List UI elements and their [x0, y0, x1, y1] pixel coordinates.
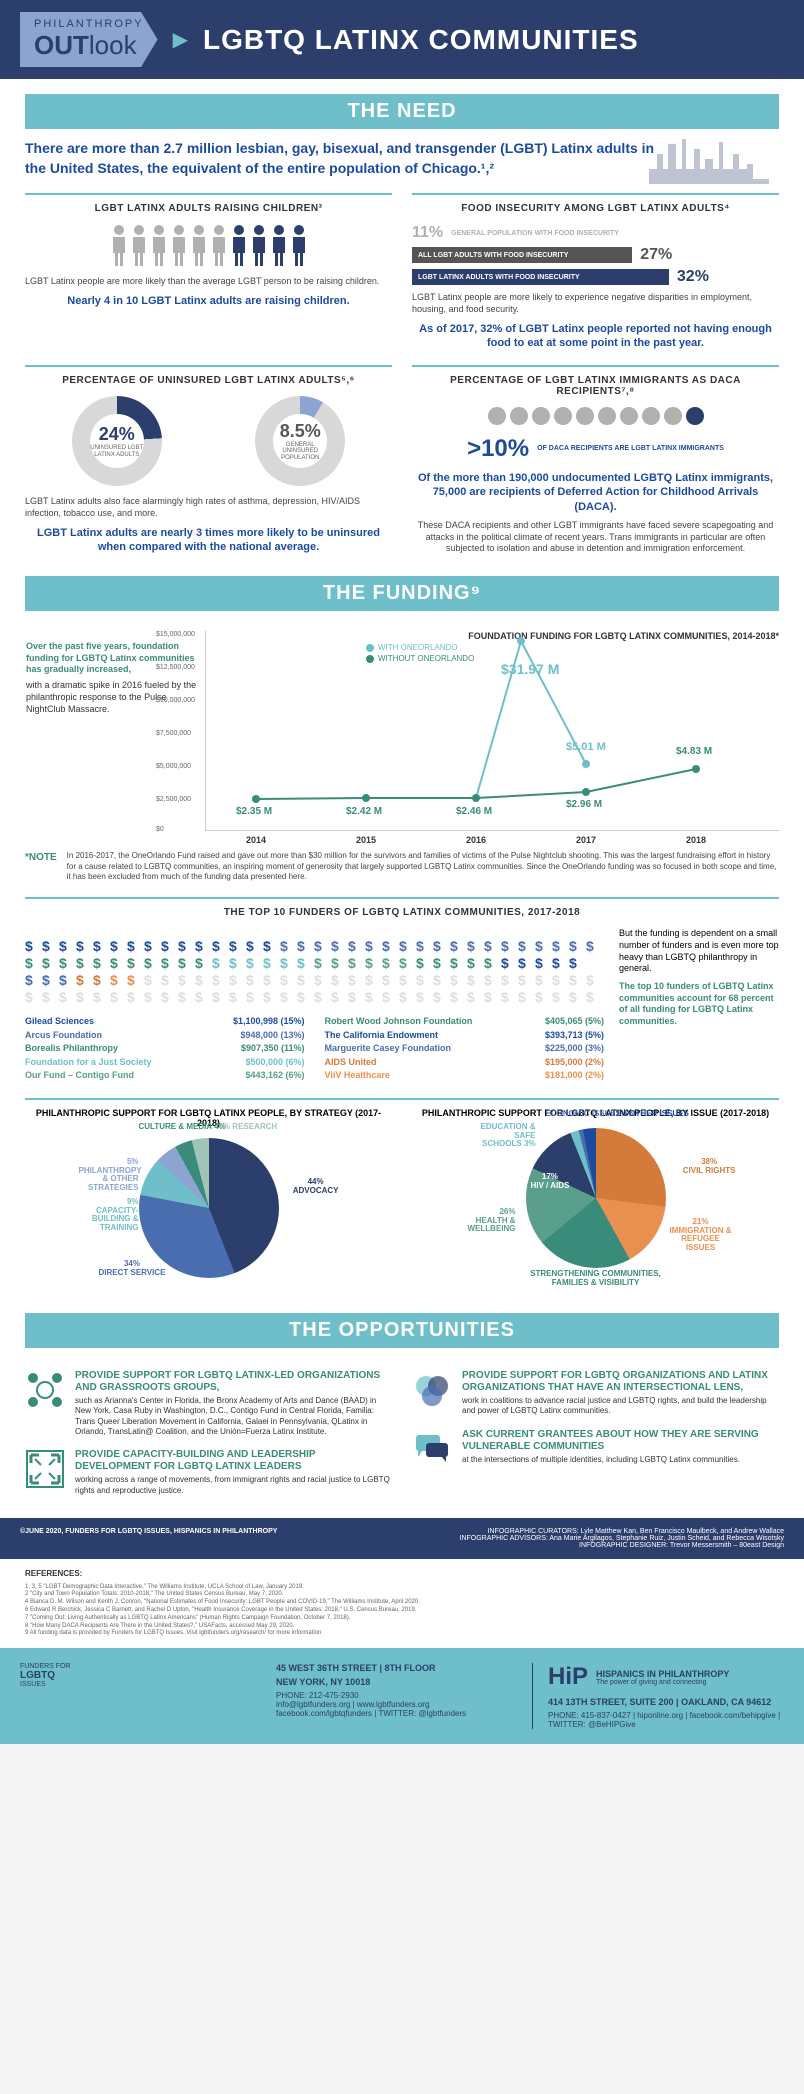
ytick: $15,000,000: [156, 631, 195, 638]
col2-header: FOOD INSECURITY AMONG LGBT LATINX ADULTS…: [412, 203, 779, 214]
xtick: 2016: [466, 835, 486, 845]
ytick: $0: [156, 826, 164, 833]
people-icons: [25, 224, 392, 266]
venn-icon: [412, 1370, 452, 1410]
section-opportunities: THE OPPORTUNITIES: [25, 1313, 779, 1348]
col1-header: LGBT LATINX ADULTS RAISING CHILDREN³: [25, 203, 392, 214]
funding-chart: Over the past five years, foundation fun…: [205, 631, 779, 831]
pie-strategy: PHILANTHROPIC SUPPORT FOR LGBTQ LATINX P…: [25, 1108, 392, 1278]
pt-label: $2.35 M: [236, 806, 272, 817]
skyline-icon: [649, 134, 779, 184]
need-lead: There are more than 2.7 million lesbian,…: [25, 139, 779, 178]
logo: PHILANTHROPY OUTlook: [20, 12, 158, 67]
credits-bar: ©JUNE 2020, FUNDERS FOR LGBTQ ISSUES, HI…: [0, 1518, 804, 1559]
opp-1: PROVIDE SUPPORT FOR LGBTQ LATINX-LED ORG…: [25, 1370, 392, 1438]
footer: FUNDERS FORLGBTQISSUES 45 WEST 36TH STRE…: [0, 1648, 804, 1744]
xtick: 2018: [686, 835, 706, 845]
chart-lines: [206, 631, 779, 830]
xtick: 2017: [576, 835, 596, 845]
pt-label: $2.42 M: [346, 806, 382, 817]
col4-text: These DACA recipients and other LGBT imm…: [412, 520, 779, 555]
donut2: 8.5%GENERAL UNINSURED POPULATION: [255, 396, 345, 486]
pt-label: $2.46 M: [456, 806, 492, 817]
ytick: $12,500,000: [156, 664, 195, 671]
col4-header: PERCENTAGE OF LGBT LATINX IMMIGRANTS AS …: [412, 375, 779, 397]
dollar-icons: $$$$$$$$$$$$$$$$$$$$$$$$$$$$$$$$$$$$$$$$…: [25, 938, 604, 1005]
ytick: $5,000,000: [156, 763, 191, 770]
funders-left: Gilead Sciences$1,100,998 (15%)Arcus Fou…: [25, 1015, 305, 1083]
col-raising-children: LGBT LATINX ADULTS RAISING CHILDREN³ LGB…: [25, 193, 392, 350]
spike2-label: $5.01 M: [566, 741, 606, 753]
donut1: 24%UNINSURED LGBT LATINX ADULTS: [72, 396, 162, 486]
col-uninsured: PERCENTAGE OF UNINSURED LGBT LATINX ADUL…: [25, 365, 392, 561]
arrow-icon: ▶: [173, 27, 188, 52]
col3-header: PERCENTAGE OF UNINSURED LGBT LATINX ADUL…: [25, 375, 392, 386]
main-title: LGBTQ LATINX COMMUNITIES: [203, 24, 639, 56]
logo-top: PHILANTHROPY: [34, 18, 144, 30]
daca-dots: [412, 407, 779, 425]
pt-label: $2.96 M: [566, 799, 602, 810]
pt-label: $4.83 M: [676, 746, 712, 757]
top10-header: THE TOP 10 FUNDERS OF LGBTQ LATINX COMMU…: [25, 907, 779, 918]
col1-text: LGBT Latinx people are more likely than …: [25, 276, 392, 288]
chat-icon: [412, 1429, 452, 1469]
col3-callout: LGBT Latinx adults are nearly 3 times mo…: [25, 526, 392, 555]
group-icon: [25, 1370, 65, 1410]
fork1: 11% GENERAL POPULATION WITH FOOD INSECUR…: [412, 224, 779, 242]
xtick: 2015: [356, 835, 376, 845]
fork3: LGBT LATINX ADULTS WITH FOOD INSECURITY …: [412, 268, 779, 286]
section-funding: THE FUNDING⁹: [25, 576, 779, 611]
ytick: $2,500,000: [156, 796, 191, 803]
header: PHILANTHROPY OUTlook ▶ LGBTQ LATINX COMM…: [0, 0, 804, 79]
pie-issue: PHILANTHROPIC SUPPORT FOR LGBTQ LATINX P…: [412, 1108, 779, 1278]
col-food-insecurity: FOOD INSECURITY AMONG LGBT LATINX ADULTS…: [412, 193, 779, 350]
funders-right: Robert Wood Johnson Foundation$405,065 (…: [325, 1015, 605, 1083]
section-need: THE NEED: [25, 94, 779, 129]
col4-callout: Of the more than 190,000 undocumented LG…: [412, 471, 779, 514]
references: REFERENCES: 1, 3, 5 "LGBT Demographic Da…: [0, 1559, 804, 1648]
opp-4: ASK CURRENT GRANTEES ABOUT HOW THEY ARE …: [412, 1429, 779, 1469]
col1-callout: Nearly 4 in 10 LGBT Latinx adults are ra…: [25, 294, 392, 308]
expand-icon: [25, 1449, 65, 1489]
opp-3: PROVIDE SUPPORT FOR LGBTQ ORGANIZATIONS …: [412, 1370, 779, 1417]
ytick: $10,000,000: [156, 697, 195, 704]
col2-text: LGBT Latinx people are more likely to ex…: [412, 292, 779, 315]
xtick: 2014: [246, 835, 266, 845]
daca-stat: >10% OF DACA RECIPIENTS ARE LGBT LATINX …: [412, 435, 779, 463]
col-daca: PERCENTAGE OF LGBT LATINX IMMIGRANTS AS …: [412, 365, 779, 561]
logo-bottom: OUTlook: [34, 30, 144, 61]
funding-note: *NOTE In 2016-2017, the OneOrlando Fund …: [25, 851, 779, 882]
fork2: ALL LGBT ADULTS WITH FOOD INSECURITY 27%: [412, 246, 779, 264]
opp-2: PROVIDE CAPACITY-BUILDING AND LEADERSHIP…: [25, 1449, 392, 1496]
funders-side: But the funding is dependent on a small …: [619, 928, 779, 1083]
col2-callout: As of 2017, 32% of LGBT Latinx people re…: [412, 322, 779, 351]
ytick: $7,500,000: [156, 730, 191, 737]
spike-label: $31.97 M: [501, 661, 559, 677]
col3-text: LGBT Latinx adults also face alarmingly …: [25, 496, 392, 519]
